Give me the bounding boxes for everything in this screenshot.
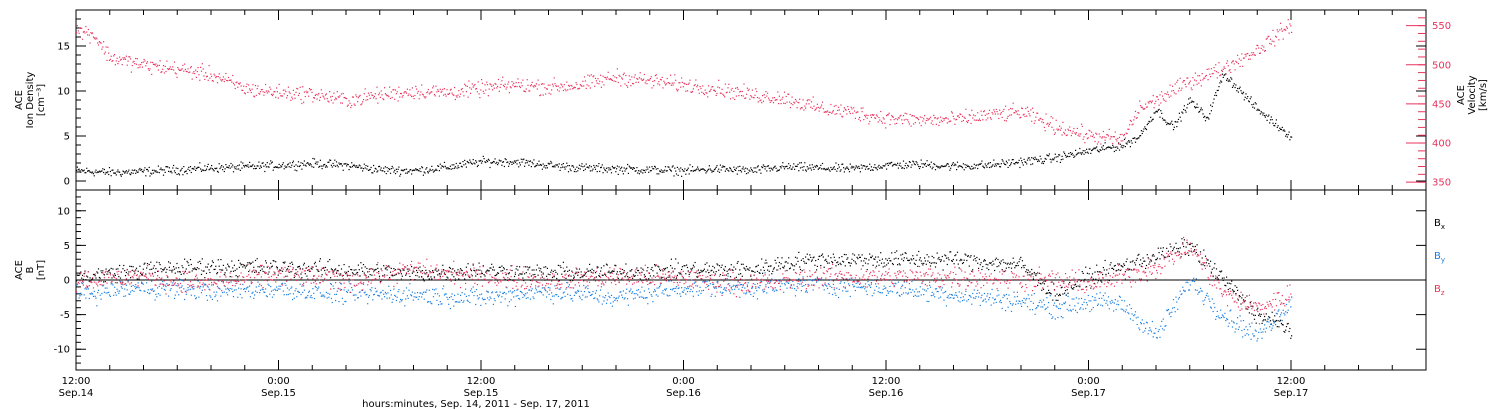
y-right-tick-label: 550 xyxy=(1432,21,1451,32)
y-tick-label: 5 xyxy=(64,241,70,252)
y-axis-label-line: B xyxy=(25,266,36,273)
y-tick-label: 15 xyxy=(57,42,70,53)
y-tick-label: 0 xyxy=(64,177,70,188)
top-frame xyxy=(75,9,1427,191)
y-axis-label-line: [nT] xyxy=(36,260,47,280)
legend-bz: Bz xyxy=(1434,284,1445,297)
y-tick-label: 10 xyxy=(57,87,70,98)
legend-by: By xyxy=(1434,251,1445,264)
x-axis-label: hours:minutes, Sep. 14, 2011 - Sep. 17, … xyxy=(362,399,590,410)
y-axis-label: ACE B [nT] xyxy=(14,260,47,280)
x-tick-time-label: 0:00 xyxy=(267,376,289,387)
velocity-points xyxy=(76,19,1293,145)
y-axis-label-line: Ion Density xyxy=(25,72,36,129)
x-tick-time-label: 12:00 xyxy=(62,376,91,387)
y-tick-label: 0 xyxy=(64,276,70,287)
y-right-tick-label: 400 xyxy=(1432,139,1451,150)
bx-points xyxy=(76,238,1293,339)
x-tick-date-label: Sep.15 xyxy=(261,388,296,399)
y-right-tick-label: 500 xyxy=(1432,60,1451,71)
by-points xyxy=(76,272,1293,342)
x-tick-time-label: 0:00 xyxy=(672,376,694,387)
y-right-tick-label: 350 xyxy=(1432,178,1451,189)
x-tick-time-label: 12:00 xyxy=(467,376,496,387)
x-tick-date-label: Sep.16 xyxy=(869,388,904,399)
legend-subscript: z xyxy=(1441,289,1445,297)
y-axis-label-line: Velocity xyxy=(1467,75,1478,114)
y-axis-label: ACE Ion Density [cm⁻³] xyxy=(14,72,47,129)
y-tick-label: -10 xyxy=(54,345,70,356)
y-tick-label: -5 xyxy=(60,310,70,321)
x-tick-date-label: Sep.16 xyxy=(666,388,701,399)
ion-density-points xyxy=(76,73,1293,177)
x-tick-time-label: 12:00 xyxy=(872,376,901,387)
x-axis: 12:00Sep.140:00Sep.1512:00Sep.150:00Sep.… xyxy=(59,10,1427,399)
legend-subscript: y xyxy=(1441,256,1445,264)
bz-points xyxy=(76,236,1293,315)
y-axis-label-line: ACE xyxy=(1456,85,1467,105)
y-axis-label: ACE Velocity [km/s] xyxy=(1456,75,1489,114)
y-axis-label-line: ACE xyxy=(14,90,25,110)
y-axis-label-line: ACE xyxy=(14,260,25,280)
x-tick-time-label: 12:00 xyxy=(1277,376,1306,387)
legend-subscript: x xyxy=(1441,223,1445,231)
x-tick-date-label: Sep.17 xyxy=(1071,388,1106,399)
x-tick-date-label: Sep.17 xyxy=(1274,388,1309,399)
y-axis-label-line: [cm⁻³] xyxy=(36,84,47,116)
x-tick-date-label: Sep.15 xyxy=(464,388,499,399)
y-axis-label-line: [km/s] xyxy=(1478,79,1489,111)
legend-bx: Bx xyxy=(1434,218,1445,231)
x-tick-time-label: 0:00 xyxy=(1077,376,1099,387)
y-right-tick-label: 450 xyxy=(1432,99,1451,110)
x-tick-date-label: Sep.14 xyxy=(59,388,94,399)
y-tick-label: 10 xyxy=(57,206,70,217)
y-tick-label: 5 xyxy=(64,132,70,143)
